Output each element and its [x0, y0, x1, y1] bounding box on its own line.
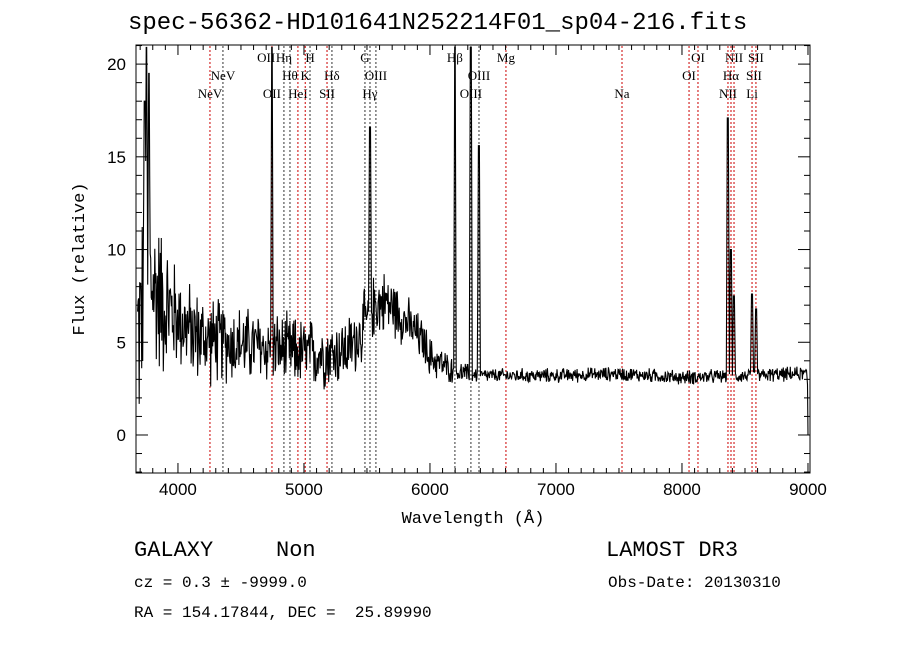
object-subclass: Non: [276, 538, 316, 563]
line-label-k: K: [301, 68, 311, 83]
line-label-oiii: OIII: [365, 68, 387, 83]
line-label-sii: SII: [319, 86, 335, 101]
x-tick-label: 5000: [285, 480, 323, 499]
line-label-na: Na: [614, 86, 629, 101]
line-label-nev: NeV: [211, 68, 236, 83]
x-tick-label: 7000: [537, 480, 575, 499]
x-axis-label: Wavelength (Å): [402, 510, 545, 529]
obs-date-text: Obs-Date: 20130310: [608, 574, 781, 592]
y-axis-label: Flux (relative): [71, 182, 90, 335]
chart-title: spec-56362-HD101641N252214F01_sp04-216.f…: [128, 10, 748, 37]
y-tick-label: 10: [107, 241, 126, 260]
spectrum-line: [137, 46, 809, 436]
line-label-hδ: Hδ: [324, 68, 340, 83]
line-label-hγ: Hγ: [362, 86, 377, 101]
line-label-h: H: [305, 50, 314, 65]
line-label-nii: NII: [725, 50, 743, 65]
line-label-hη: Hη: [276, 50, 292, 65]
object-class: GALAXY: [134, 538, 214, 563]
redshift-text: cz = 0.3 ± -9999.0: [134, 574, 307, 592]
x-tick-label: 6000: [411, 480, 449, 499]
line-label-oii: OII: [257, 50, 275, 65]
plot-frame: [135, 44, 811, 474]
line-label-hα: Hα: [723, 68, 739, 83]
x-tick-label: 4000: [159, 480, 197, 499]
line-label-mg: Mg: [497, 50, 516, 65]
survey-label: LAMOST DR3: [606, 538, 739, 563]
y-tick-label: 20: [107, 55, 126, 74]
line-label-hei: HeI: [288, 86, 308, 101]
coordinates-text: RA = 154.17844, DEC = 25.89990: [134, 604, 432, 622]
line-label-li: Li: [746, 86, 758, 101]
x-tick-label: 8000: [663, 480, 701, 499]
y-tick-label: 0: [117, 426, 126, 445]
y-tick-label: 5: [117, 333, 126, 352]
line-label-oiii: OIII: [468, 68, 490, 83]
line-label-nii: NII: [719, 86, 737, 101]
line-label-sii: SII: [746, 68, 762, 83]
x-tick-label: 9000: [789, 480, 827, 499]
line-label-sii: SII: [748, 50, 764, 65]
line-label-g: G: [360, 50, 369, 65]
y-tick-label: 15: [107, 148, 126, 167]
line-label-nev: NeV: [198, 86, 223, 101]
line-label-oi: OI: [682, 68, 696, 83]
line-label-hθ: Hθ: [282, 68, 298, 83]
line-label-oi: OI: [691, 50, 705, 65]
